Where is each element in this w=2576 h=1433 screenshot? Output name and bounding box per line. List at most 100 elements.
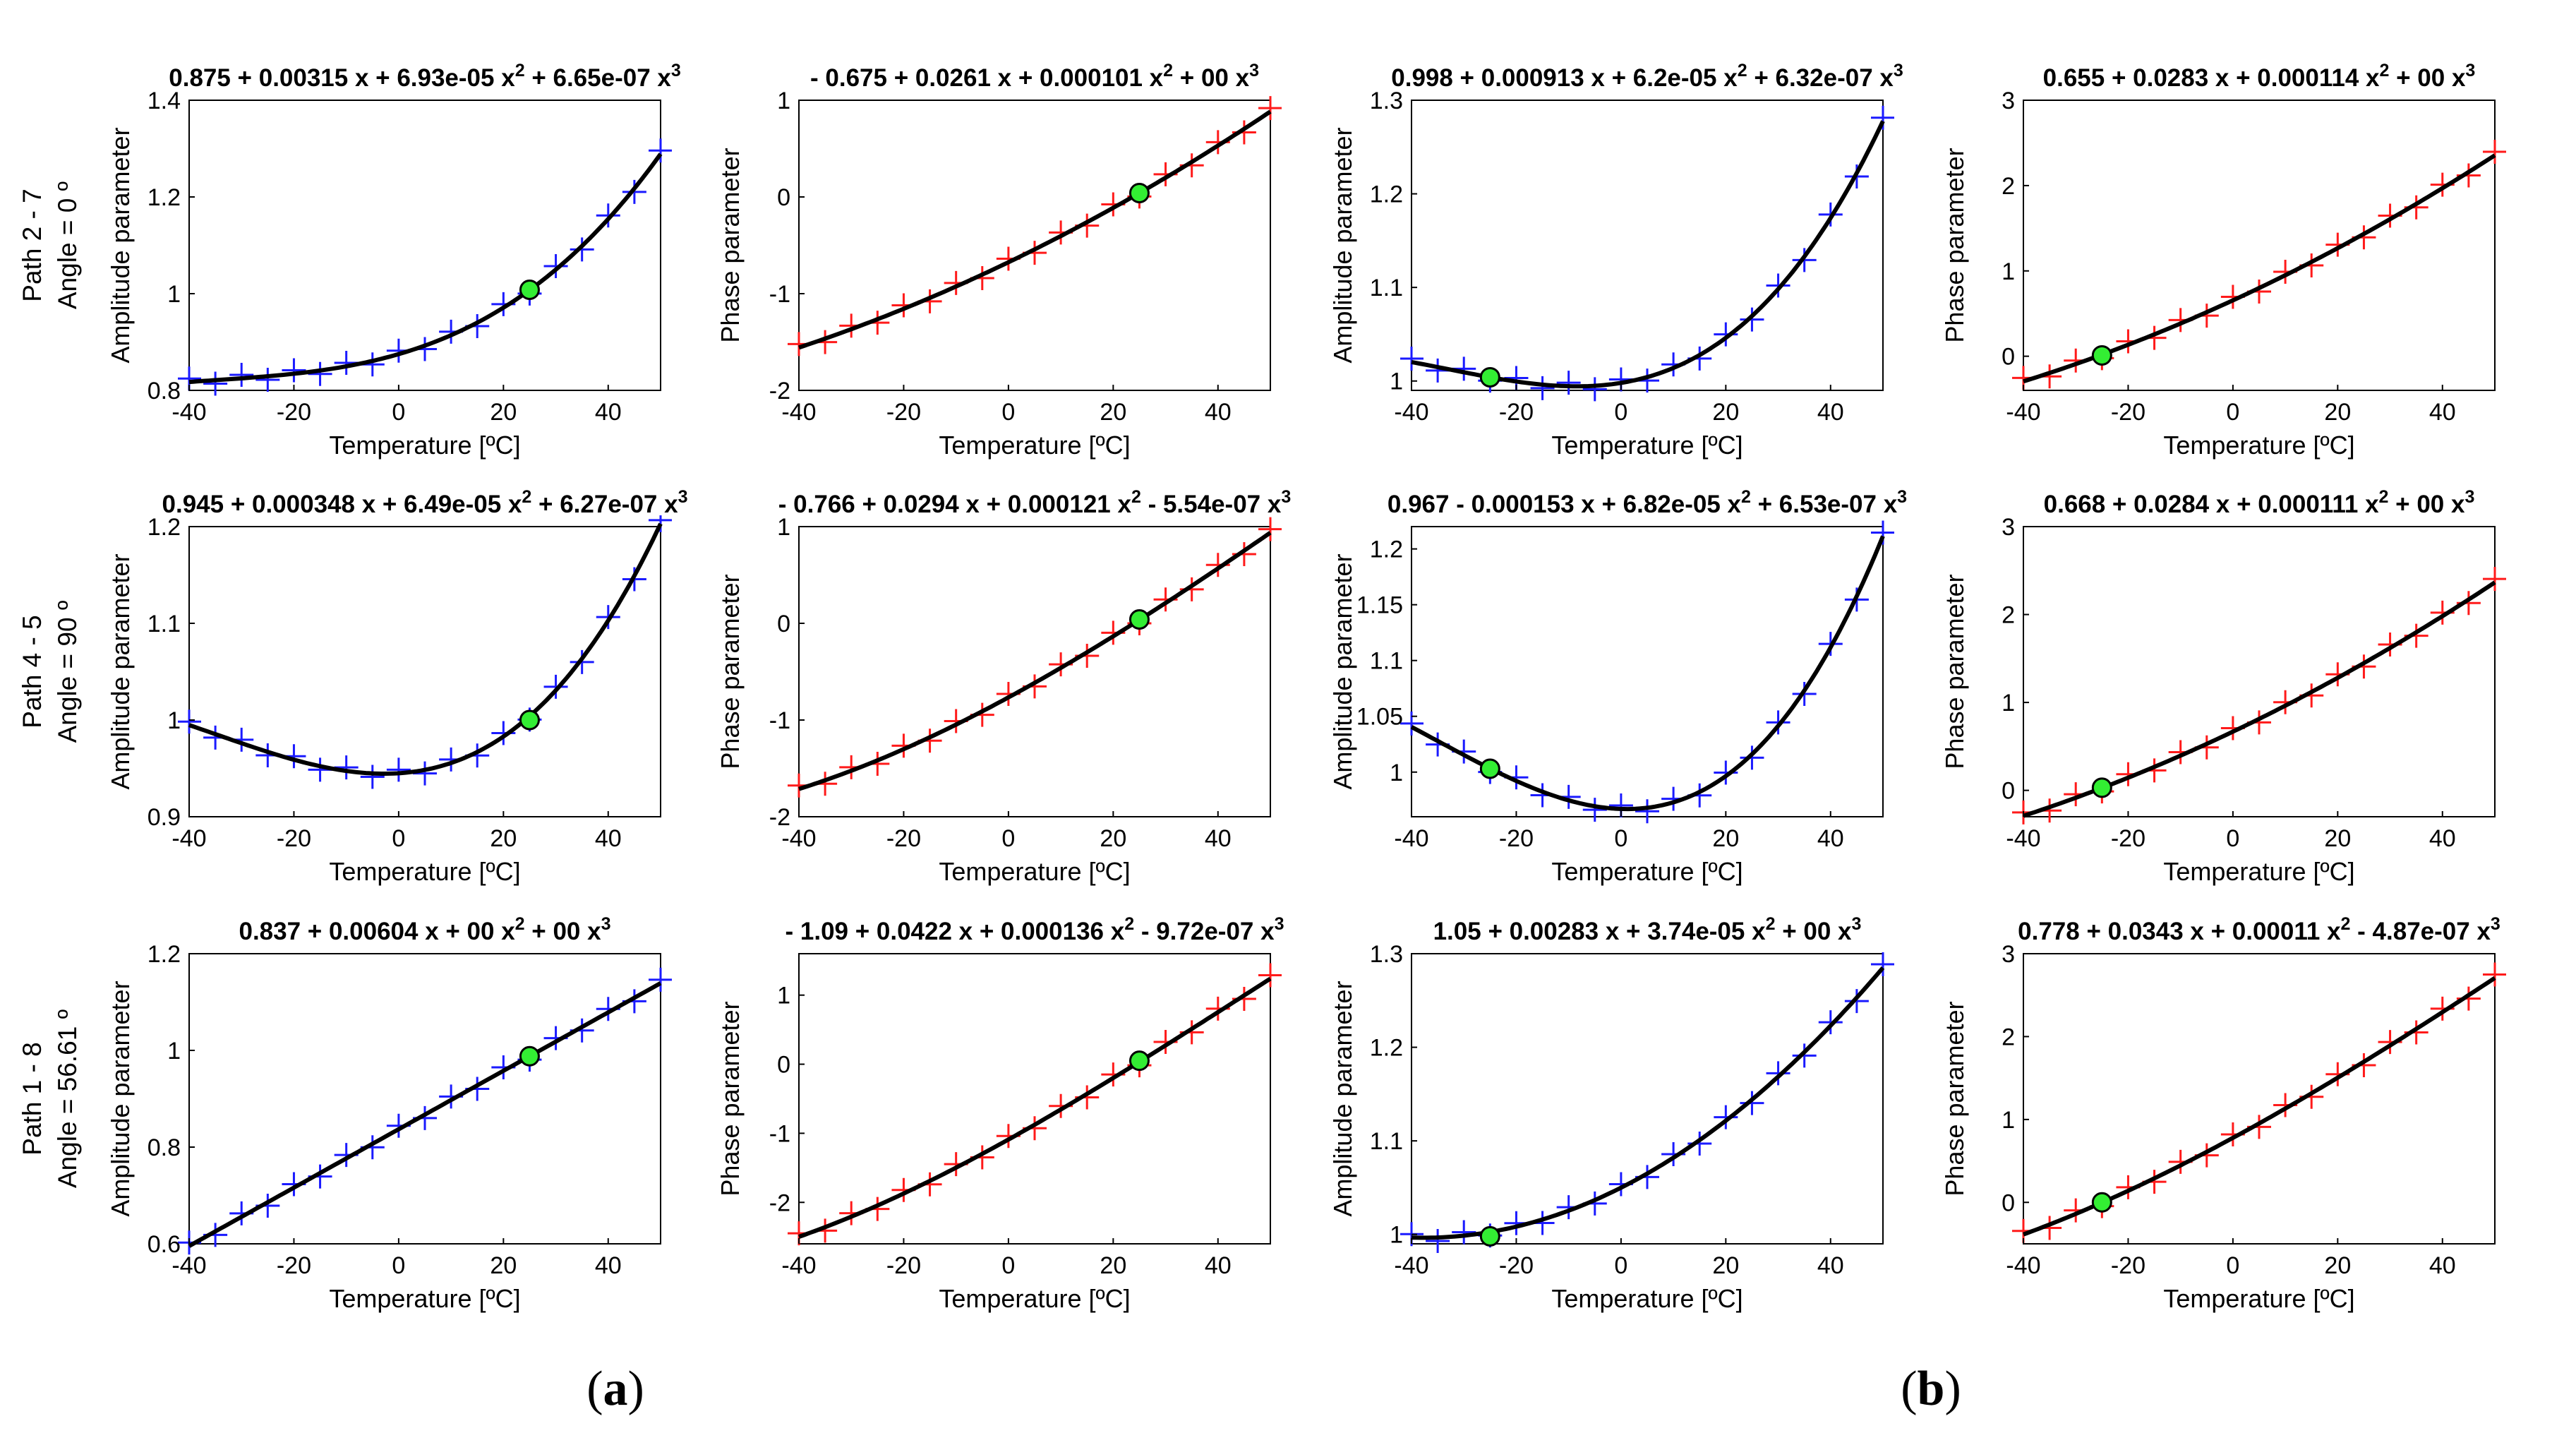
x-tick-label: 20 bbox=[2324, 399, 2351, 426]
x-tick-label: 40 bbox=[2429, 825, 2456, 852]
y-tick-label: 1 bbox=[167, 707, 181, 734]
x-axis-label: Temperature [ºC] bbox=[1551, 431, 1743, 460]
title-segment: + 00 x bbox=[2389, 64, 2466, 92]
title-superscript: 3 bbox=[601, 914, 611, 934]
data-marker bbox=[360, 765, 385, 789]
x-tick-label: -40 bbox=[781, 399, 816, 426]
plot-area bbox=[788, 96, 1282, 356]
title-segment: + 00 x bbox=[1173, 64, 1250, 92]
chart-title: - 1.09 + 0.0422 x + 0.000136 x2 - 9.72e-… bbox=[786, 914, 1284, 945]
x-tick-label: 0 bbox=[392, 1252, 405, 1279]
x-tick-label: 40 bbox=[1817, 1252, 1844, 1279]
y-tick-label: 0.6 bbox=[148, 1231, 181, 1258]
title-superscript: 2 bbox=[1131, 487, 1141, 507]
x-tick-label: 0 bbox=[1001, 1252, 1015, 1279]
x-tick-label: -40 bbox=[1394, 399, 1428, 426]
data-marker bbox=[178, 709, 201, 734]
data-marker bbox=[1530, 376, 1555, 400]
x-tick-label: -20 bbox=[1499, 825, 1534, 852]
data-marker bbox=[596, 203, 620, 228]
chart-title: 1.05 + 0.00283 x + 3.74e-05 x2 + 00 x3 bbox=[1433, 914, 1862, 945]
title-segment: 0.875 + 0.00315 x + 6.93e-05 x bbox=[169, 64, 515, 92]
x-tick-label: -40 bbox=[1394, 825, 1428, 852]
y-tick-label: -2 bbox=[769, 378, 790, 404]
y-tick-label: 1.3 bbox=[1370, 941, 1403, 968]
x-tick-label: 20 bbox=[1100, 399, 1126, 426]
data-marker bbox=[1871, 952, 1894, 976]
chart-panel: -40 -20 0 20 40 0 1 2 3 Temperature [ºC] Phase par… bbox=[1940, 914, 2506, 1313]
y-tick-label: 1.1 bbox=[148, 611, 181, 637]
chart-title: 0.668 + 0.0284 x + 0.000111 x2 + 00 x3 bbox=[2044, 487, 2475, 518]
chart-title: 0.967 - 0.000153 x + 6.82e-05 x2 + 6.53e… bbox=[1388, 487, 1907, 518]
data-marker bbox=[386, 757, 411, 782]
y-tick-label: 1.2 bbox=[1370, 536, 1403, 563]
y-tick-label: -1 bbox=[769, 281, 790, 308]
plot-area bbox=[178, 138, 672, 396]
x-tick-label: 40 bbox=[595, 825, 622, 852]
y-tick-label: 0 bbox=[777, 184, 790, 211]
y-tick-label: 1.1 bbox=[1370, 1128, 1403, 1155]
data-marker bbox=[1740, 1091, 1764, 1115]
title-superscript: 2 bbox=[1738, 61, 1747, 80]
y-tick-label: 0 bbox=[2002, 1189, 2015, 1216]
x-axis-label: Temperature [ºC] bbox=[2163, 431, 2354, 460]
y-tick-label: 0.9 bbox=[148, 804, 181, 831]
data-marker bbox=[1400, 711, 1424, 736]
chart-panel: -40 -20 0 20 40 1 1.1 1.2 1.3 Temperature [ºC] Amp… bbox=[1328, 61, 1903, 460]
data-marker bbox=[1635, 799, 1659, 824]
y-tick-label: 1 bbox=[1390, 760, 1403, 786]
x-tick-label: -20 bbox=[1499, 399, 1534, 426]
title-segment: - 0.675 + 0.0261 x + 0.000101 x bbox=[810, 64, 1164, 92]
title-segment: + 00 x bbox=[525, 918, 602, 945]
chart-title: 0.945 + 0.000348 x + 6.49e-05 x2 + 6.27e… bbox=[162, 487, 688, 518]
y-tick-label: -1 bbox=[769, 707, 790, 734]
y-tick-label: 1 bbox=[167, 281, 181, 308]
title-superscript: 2 bbox=[1163, 61, 1173, 80]
title-superscript: 3 bbox=[1894, 61, 1903, 80]
x-tick-label: -40 bbox=[2006, 1252, 2040, 1279]
axes-box bbox=[188, 953, 661, 1245]
y-tick-label: 1.2 bbox=[1370, 181, 1403, 208]
chart-panel: -40 -20 0 20 40 -2 -1 0 1 Temperature [ºC] Phase p… bbox=[716, 61, 1282, 460]
x-tick-label: 40 bbox=[1205, 1252, 1232, 1279]
reference-point bbox=[1128, 609, 1150, 630]
y-tick-label: 1 bbox=[777, 983, 790, 1009]
y-tick-label: 1 bbox=[167, 1038, 181, 1065]
title-superscript: 2 bbox=[1124, 914, 1134, 934]
x-tick-label: -20 bbox=[2111, 1252, 2145, 1279]
x-tick-label: 20 bbox=[490, 1252, 517, 1279]
title-segment: + 00 x bbox=[1775, 918, 1852, 945]
axes-box bbox=[798, 526, 1271, 817]
title-segment: 0.668 + 0.0284 x + 0.000111 x bbox=[2044, 491, 2379, 518]
x-tick-label: 20 bbox=[1712, 399, 1739, 426]
y-tick-label: 1.05 bbox=[1356, 704, 1403, 731]
data-marker bbox=[1844, 989, 1869, 1014]
x-tick-label: 0 bbox=[2226, 399, 2239, 426]
axes-box bbox=[1411, 953, 1884, 1245]
chart-panel: -40 -20 0 20 40 0.6 0.8 1 1.2 Temperature [ºC] Amp… bbox=[106, 914, 672, 1313]
title-segment: + 00 x bbox=[2388, 491, 2465, 518]
y-axis-label: Amplitude parameter bbox=[106, 981, 135, 1216]
y-tick-label: 3 bbox=[2002, 514, 2015, 541]
data-marker bbox=[1714, 1105, 1738, 1129]
x-tick-label: -40 bbox=[2006, 399, 2040, 426]
x-axis-label: Temperature [ºC] bbox=[1551, 857, 1743, 886]
x-tick-label: -20 bbox=[2111, 399, 2145, 426]
row-labels: Path 2 - 7 Angle = 0 º Path 4 - 5 Angle = 9… bbox=[18, 181, 82, 1188]
y-axis-label: Amplitude parameter bbox=[1328, 981, 1357, 1216]
title-segment: + 6.32e-07 x bbox=[1747, 64, 1894, 92]
data-marker bbox=[649, 138, 672, 163]
axes-box bbox=[798, 953, 1271, 1245]
x-axis-label: Temperature [ºC] bbox=[329, 857, 520, 886]
y-tick-label: 0 bbox=[2002, 778, 2015, 805]
axes-box bbox=[2023, 100, 2496, 391]
row-path-label: Path 1 - 8 bbox=[18, 1042, 47, 1155]
reference-point bbox=[2091, 777, 2112, 798]
x-tick-label: 40 bbox=[1817, 399, 1844, 426]
title-superscript: 3 bbox=[1851, 914, 1861, 934]
reference-point bbox=[1479, 1225, 1500, 1247]
y-tick-label: 1.4 bbox=[148, 88, 181, 114]
data-marker bbox=[1740, 307, 1764, 332]
y-tick-label: 0.8 bbox=[148, 1134, 181, 1161]
